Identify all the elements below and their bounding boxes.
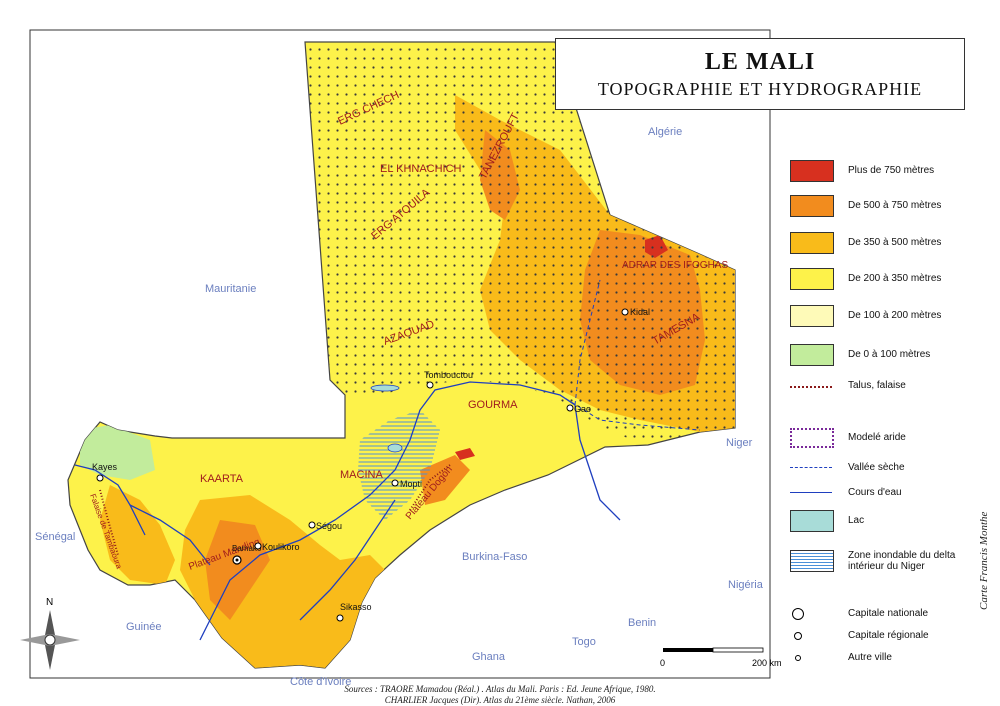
dry-valleys [559,279,701,431]
city-koulikoro: Koulikoro [262,542,300,552]
elevation-0-100 [80,425,155,480]
region-gourma: GOURMA [468,399,518,411]
title-box: LE MALI TOPOGRAPHIE ET HYDROGRAPHIE [555,38,965,110]
legend-100-200: De 100 à 200 mètres [790,305,941,327]
map-title: LE MALI [704,49,816,75]
bani-river [299,499,396,621]
elevation-above-750-hombori [455,448,475,460]
map-subtitle: TOPOGRAPHIE ET HYDROGRAPHIE [597,79,923,99]
sources: Sources : TRAORE Mamadou (Réal.) . Atlas… [0,684,1000,706]
lake-faguibine [370,384,400,392]
region-macina: MACINA [340,469,383,481]
niger-river [199,381,621,641]
niger-inland-delta [358,410,440,520]
legend-0-100: De 0 à 100 mètres [790,344,930,366]
country-nigeria: Nigéria [728,579,764,591]
elevation-350-500-kaarta [100,485,175,585]
legend-river: Cours d'eau [790,487,902,498]
regional-capitals [96,308,629,622]
city-mopti: Mopti [400,479,422,489]
region-kaarta: KAARTA [200,473,244,485]
svg-text:200 km: 200 km [752,658,782,668]
country-togo: Togo [572,636,596,648]
country-guinea: Guinée [126,621,161,633]
elevation-500-750-manding [205,520,270,620]
arid-dots [305,42,735,445]
city-kidal: Kidal [630,307,650,317]
country-mauritania: Mauritanie [205,283,256,295]
region-adrar: ADRAR DES IFOGHAS [622,260,728,271]
legend-cliff: Talus, falaise [790,380,906,391]
scale-bar: 0 200 km [660,647,782,668]
legend-arid: Modelé aride [790,428,906,448]
map-credit: Carte Francis Monthe [978,511,990,610]
legend-500-750: De 500 à 750 mètres [790,195,941,217]
bakoye-river [129,504,211,566]
lake-debo [387,443,403,453]
country-senegal: Sénégal [35,531,75,543]
city-gao: Gao [574,404,591,414]
sources-line1: Sources : TRAORE Mamadou (Réal.) . Atlas… [344,684,656,694]
country-ivory-coast: Côte d'Ivoire [290,676,351,688]
city-kayes: Kayes [92,462,118,472]
svg-text:N: N [46,597,53,608]
city-bamako: Bamako [232,544,262,553]
city-sikasso: Sikasso [340,602,372,612]
tilemsi-valley [574,279,601,406]
senegal-river [74,464,146,536]
legend-other-city: Autre ville [790,652,892,663]
city-tombouctou: Tombouctou [424,370,473,380]
north-arrow-icon: N [20,597,80,670]
legend-regional: Capitale régionale [790,630,929,641]
river-network [74,381,621,641]
legend-above-750: Plus de 750 mètres [790,160,934,182]
cliff-dogon [409,464,451,511]
svg-text:0: 0 [660,658,665,668]
region-el-khnachich: EL KHNACHICH [380,163,462,175]
legend-350-500: De 350 à 500 mètres [790,232,941,254]
azaouad-valley [559,394,701,431]
country-benin: Benin [628,617,656,629]
elevation-500-750-dogon [420,455,470,505]
legend-dry-valley: Vallée sèche [790,462,905,473]
legend-flood-zone: Zone inondable du delta intérieur du Nig… [790,550,955,572]
legend-200-350: De 200 à 350 mètres [790,268,941,290]
country-niger: Niger [726,437,753,449]
country-ghana: Ghana [472,651,506,663]
city-segou: Ségou [316,521,342,531]
legend-capital: Capitale nationale [790,608,928,620]
country-burkina: Burkina-Faso [462,551,527,563]
legend-lake: Lac [790,510,864,532]
sources-line2: CHARLIER Jacques (Dir). Atlas du 21ème s… [384,695,616,705]
country-algeria: Algérie [648,126,682,138]
